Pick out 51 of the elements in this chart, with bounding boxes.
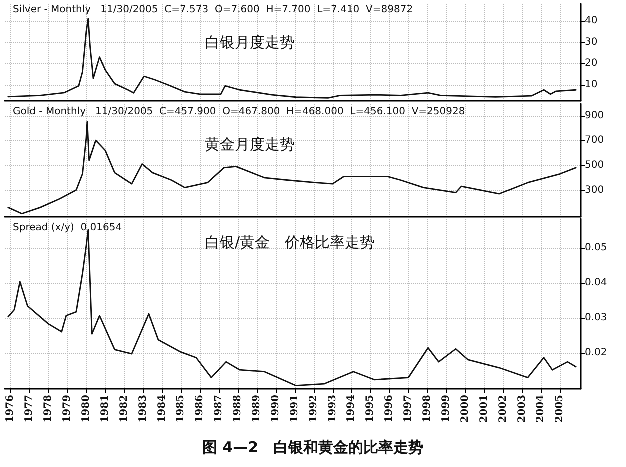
x-tick-label: 2003 [516, 394, 528, 423]
text: 黄金月度走势 [205, 136, 295, 154]
y-tick-label: 0.05 [585, 242, 608, 254]
x-tick-label: 1980 [80, 394, 92, 423]
y-tick-label: 20 [585, 58, 598, 70]
x-tick-label: 1992 [308, 394, 320, 423]
x-tick-label: 1978 [43, 394, 54, 423]
y-tick-label: 0.02 [585, 347, 608, 358]
line-series [8, 121, 577, 215]
x-tick-label: 2001 [478, 395, 490, 423]
x-tick-label: 1981 [100, 395, 111, 423]
x-tick-label: 2004 [536, 394, 547, 423]
x-tick-label: 1994 [346, 394, 358, 423]
x-tick-label: 1982 [118, 394, 130, 423]
chart-subtitle: Spread (x/y) 0.01654 [13, 222, 122, 234]
x-tick-label: 1996 [384, 394, 396, 423]
x-tick-label: 1993 [327, 394, 338, 423]
chart-subtitle: Gold - Monthly 11/30/2005 C=457.900 O=467.800 H=468.000 L=456.100 V=250928 [13, 106, 466, 118]
x-tick-label: 1998 [422, 394, 434, 423]
y-tick-label: 300 [585, 184, 604, 196]
x-tick-label: 1990 [270, 394, 282, 423]
x-tick-label: 1977 [24, 394, 36, 423]
x-tick-label: 1983 [138, 394, 149, 423]
y-tick-label: 10 [585, 80, 598, 91]
y-tick-label: 900 [585, 110, 604, 122]
chart-subtitle: Silver - Monthly 11/30/2005 C=7.573 O=7.600 H=7.700 L=7.410 V=89872 [13, 4, 414, 16]
x-tick-label: 1985 [176, 394, 187, 423]
y-tick-label: 0.03 [585, 312, 608, 324]
caption: 图 4—2 白银和黄金的比率走势 [202, 438, 424, 456]
x-tick-label: 1999 [440, 394, 452, 423]
x-tick-label: 1979 [62, 394, 74, 423]
x-tick-label: 2005 [554, 394, 566, 423]
x-tick-label: 2002 [498, 394, 509, 423]
x-tick-label: 1997 [403, 394, 414, 423]
text: 白银/黄金 价格比率走势 [205, 234, 376, 252]
x-tick-label: 2000 [460, 394, 471, 423]
x-tick-label: 1988 [232, 394, 244, 423]
y-tick-label: 0.04 [585, 278, 608, 289]
line-series [8, 18, 577, 99]
x-tick-label: 1995 [365, 394, 376, 423]
x-tick-label: 1989 [252, 394, 262, 423]
y-tick-label: 30 [585, 36, 598, 48]
y-tick-label: 40 [585, 16, 598, 27]
x-tick-label: 1976 [5, 394, 16, 423]
x-tick-label: 1986 [194, 394, 206, 423]
y-tick-label: 500 [585, 160, 604, 171]
x-tick-label: 1984 [156, 394, 168, 423]
x-tick-label: 1987 [214, 394, 225, 423]
y-tick-label: 700 [585, 135, 604, 146]
text: 白银月度走势 [205, 34, 295, 52]
x-tick-label: 1991 [289, 395, 300, 423]
